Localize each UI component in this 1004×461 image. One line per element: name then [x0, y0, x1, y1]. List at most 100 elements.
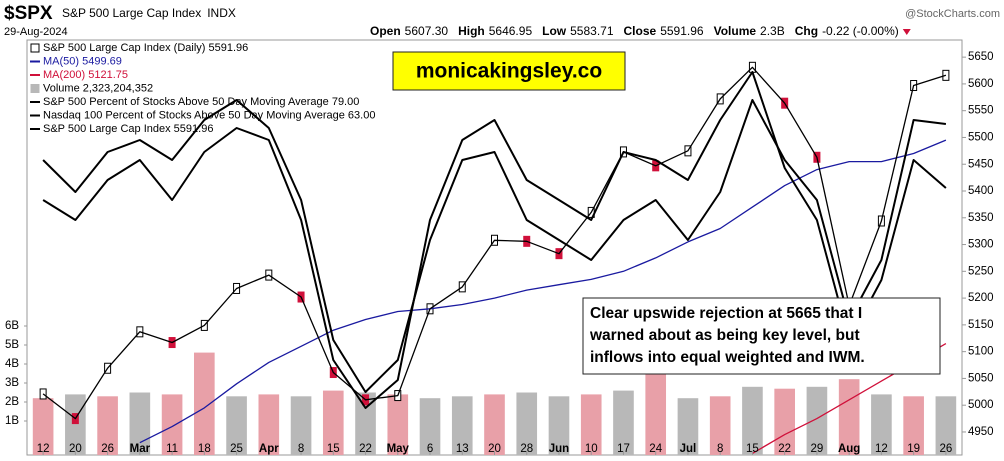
date: 29-Aug-2024: [4, 26, 68, 38]
series-line: [42, 71, 947, 409]
volume-bar: [709, 396, 731, 455]
volume-bar: [129, 392, 151, 455]
x-tick-label: 28: [520, 443, 533, 455]
quote-label: Open: [370, 24, 401, 38]
legend: S&P 500 Large Cap Index (Daily) 5591.96M…: [30, 42, 375, 135]
legend-swatch: [30, 43, 40, 53]
volume-bar: [97, 396, 118, 455]
legend-swatch: [30, 84, 40, 93]
x-tick-label: 8: [298, 443, 304, 455]
x-tick-label: 12: [875, 443, 888, 455]
x-tick-label: 8: [717, 443, 723, 455]
volume-bar: [806, 386, 828, 455]
volume-bar: [645, 371, 667, 455]
y-tick-label: 5400: [968, 185, 994, 197]
note-line: warned about as being key level, but: [589, 327, 860, 344]
x-tick-label: Jul: [680, 443, 697, 455]
brand: monicakingsley.co: [416, 60, 602, 83]
x-tick-label: 10: [585, 443, 598, 455]
x-tick-label: 18: [198, 443, 211, 455]
volume-bar: [451, 396, 473, 455]
y-tick-label: 5450: [968, 158, 994, 170]
y-tick-label: 5200: [968, 292, 994, 304]
volume-tick-label: 5B: [5, 339, 19, 351]
x-tick-label: 17: [617, 443, 630, 455]
legend-label: S&P 500 Percent of Stocks Above 50 Day M…: [43, 96, 359, 108]
volume-bar: [226, 396, 247, 455]
quote-value: 5591.96: [660, 24, 704, 38]
volume-bar: [290, 396, 312, 455]
volume-bar: [419, 398, 441, 455]
note-box: [582, 297, 941, 375]
y-tick-label: 5650: [968, 51, 994, 63]
quote-label: Chg: [795, 24, 818, 38]
y-tick-label: 5500: [968, 131, 994, 143]
quote-value: 5646.95: [489, 24, 533, 38]
source: @StockCharts.com: [905, 8, 1000, 20]
quote-value: 5607.30: [405, 24, 449, 38]
brand-box: [392, 51, 626, 91]
y-tick-label: 5350: [968, 212, 994, 224]
x-tick-label: 15: [746, 443, 759, 455]
x-tick-label: 25: [230, 443, 243, 455]
volume-bar: [935, 396, 957, 455]
volume-bar: [742, 386, 763, 455]
volume-bar: [677, 398, 699, 455]
y-tick-label: 5100: [968, 346, 994, 358]
volume-bar: [774, 388, 795, 455]
series-line: [42, 99, 947, 393]
quote-label: Close: [624, 24, 657, 38]
volume-bar: [387, 394, 409, 455]
legend-label: Volume 2,323,204,352: [43, 82, 153, 94]
x-tick-label: Mar: [130, 443, 151, 455]
volume-bar: [322, 390, 344, 455]
quote-value: 5583.71: [570, 24, 614, 38]
x-tick-label: 29: [811, 443, 824, 455]
y-tick-label: 5000: [968, 399, 994, 411]
x-tick-label: 26: [939, 443, 952, 455]
volume-bar: [516, 392, 538, 455]
volume-bar: [871, 394, 892, 455]
volume-bar: [838, 379, 860, 455]
axis-layer: 4950 5000 5050 5100 5150 5200 5250 5300 5350 5400…: [5, 51, 994, 455]
note-line: inflows into equal weighted and IWM.: [590, 349, 865, 366]
x-tick-label: Apr: [259, 443, 279, 455]
legend-label: MA(200) 5121.75: [43, 69, 128, 81]
volume-bar: [484, 394, 505, 455]
legend-label: S&P 500 Large Cap Index 5591.96: [43, 123, 213, 135]
y-tick-label: 5600: [968, 78, 994, 90]
legend-label: S&P 500 Large Cap Index (Daily) 5591.96: [43, 42, 248, 54]
x-tick-label: 11: [166, 443, 178, 455]
y-tick-label: 5150: [968, 319, 994, 331]
change-arrow: [902, 29, 911, 35]
volume-tick-label: 2B: [5, 396, 19, 408]
volume-bar: [903, 396, 924, 455]
volume-tick-label: 4B: [5, 358, 19, 370]
y-tick-label: 5250: [968, 265, 994, 277]
x-tick-label: 15: [327, 443, 340, 455]
x-tick-label: 24: [649, 443, 662, 455]
quote-value: 2.3B: [760, 24, 785, 38]
volume-tick-label: 3B: [5, 377, 19, 389]
volume-bar: [32, 398, 54, 455]
exchange: INDX: [207, 6, 236, 20]
volume-tick-label: 6B: [5, 320, 19, 332]
x-tick-label: 22: [778, 443, 791, 455]
x-tick-label: Jun: [549, 443, 569, 455]
volume-bar: [194, 352, 215, 455]
x-tick-label: Aug: [838, 443, 860, 455]
volume-bar: [613, 390, 634, 455]
series-line: [139, 139, 947, 444]
volume-layer: [32, 352, 957, 455]
volume-bar: [548, 396, 570, 455]
volume-tick-label: 1B: [5, 415, 19, 427]
quote-label: High: [458, 24, 485, 38]
x-tick-label: 22: [359, 443, 372, 455]
x-tick-label: 6: [427, 443, 433, 455]
volume-bar: [258, 394, 280, 455]
x-tick-label: 19: [907, 443, 920, 455]
volume-bar: [161, 394, 183, 455]
legend-label: MA(50) 5499.69: [43, 55, 122, 67]
note-line: Clear upswide rejection at 5665 that I: [590, 305, 862, 322]
